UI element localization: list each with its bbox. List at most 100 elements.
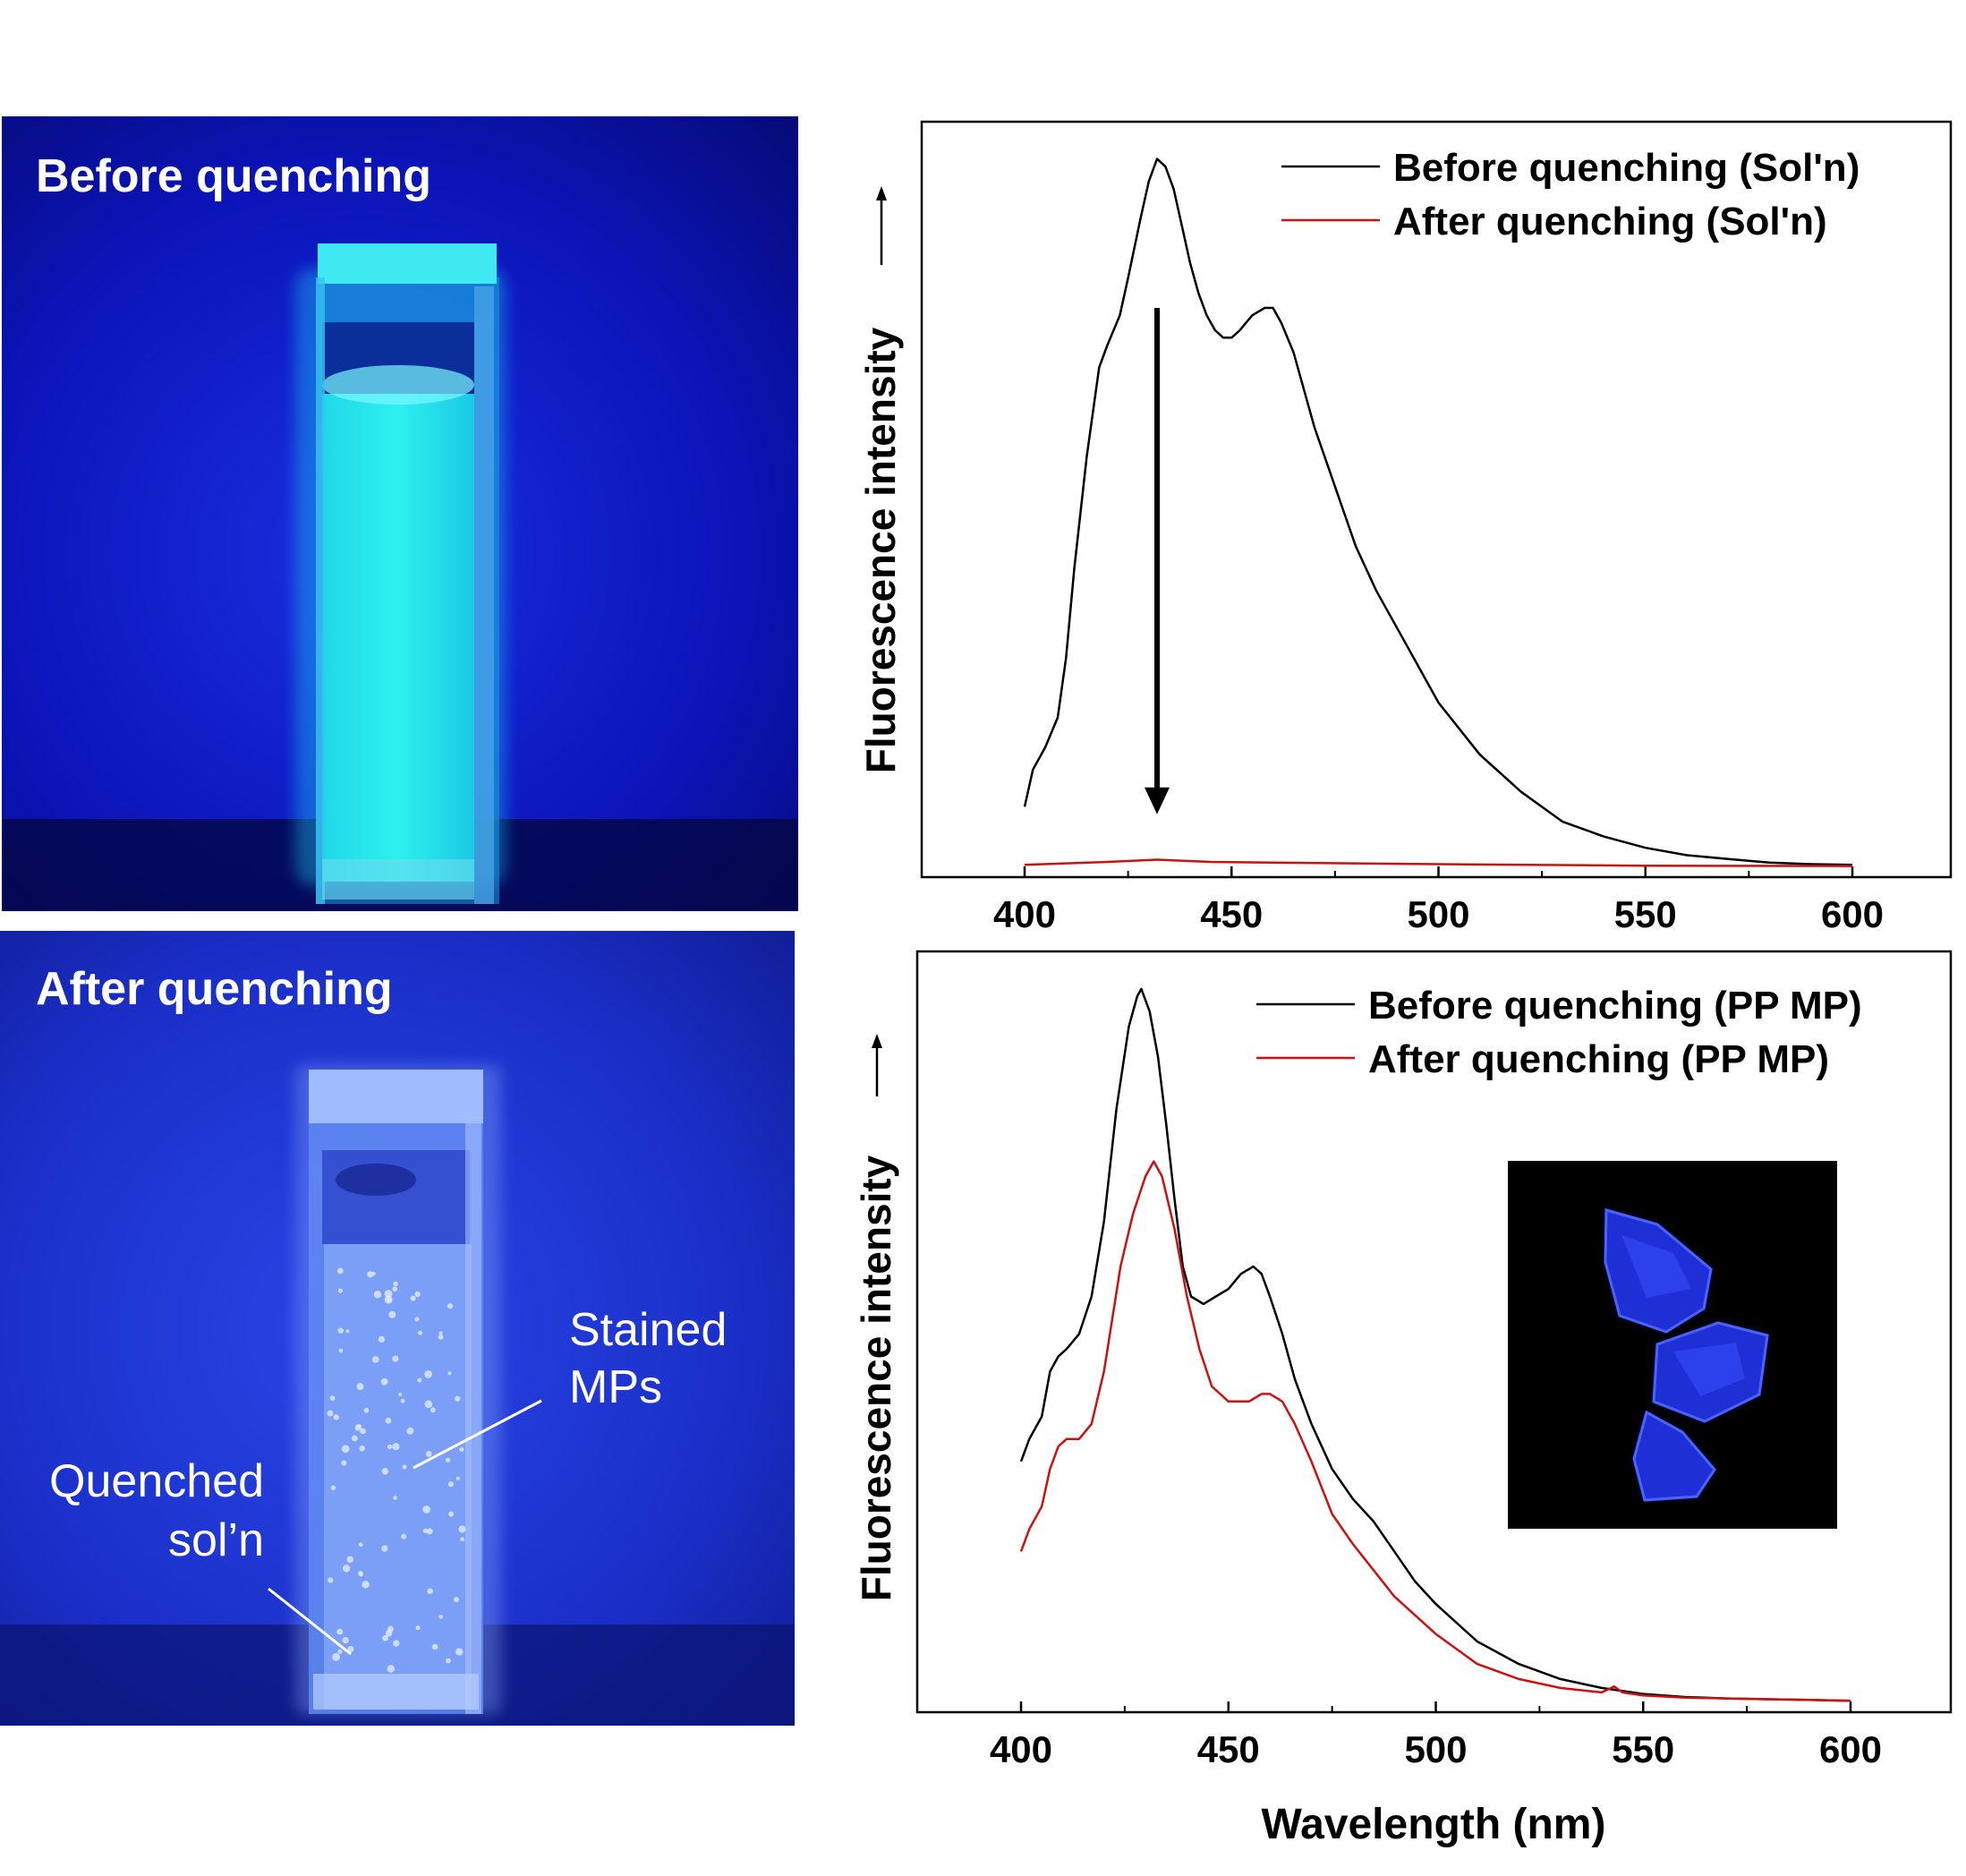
y-axis-arrowhead <box>876 186 887 200</box>
mp-particle <box>422 1505 431 1514</box>
mp-particle <box>357 1424 362 1428</box>
mp-particle <box>363 1407 370 1413</box>
mp-particle <box>360 1428 366 1435</box>
photo-before-quenching: Before quenching <box>2 116 798 911</box>
mp-particle <box>453 1597 459 1603</box>
mp-particle <box>371 1356 379 1363</box>
cuvette-quenched <box>295 1065 501 1714</box>
mp-particle <box>338 1348 344 1353</box>
mp-particle <box>336 1267 344 1275</box>
mp-particle <box>381 1468 389 1475</box>
x-tick-label: 450 <box>1200 893 1263 935</box>
mp-particle <box>341 1445 350 1454</box>
x-tick-label: 600 <box>1821 893 1884 935</box>
mp-particle <box>422 1528 429 1534</box>
legend-label: Before quenching (PP MP) <box>1368 984 1862 1028</box>
mp-particle <box>359 1445 365 1452</box>
mp-particle <box>438 1334 444 1340</box>
mp-particle <box>455 1395 461 1402</box>
mp-particle <box>406 1427 414 1435</box>
mp-particle <box>329 1395 336 1402</box>
mp-particle <box>333 1414 339 1420</box>
mp-particle <box>392 1355 399 1362</box>
photo-label-before: Before quenching <box>36 150 431 202</box>
series-line-before <box>1023 158 1853 866</box>
mp-particle <box>438 1614 443 1619</box>
mp-particle <box>438 1331 443 1335</box>
x-tick-label: 400 <box>993 893 1056 935</box>
series-line-before <box>1019 987 1851 1702</box>
mp-particle <box>327 1410 334 1417</box>
y-axis-label: Fluorescence intensity <box>857 327 904 773</box>
photo-label-after: After quenching <box>36 963 393 1015</box>
x-tick-label: 550 <box>1612 1728 1674 1770</box>
mp-particle <box>424 1400 433 1409</box>
x-tick-label: 500 <box>1404 1728 1467 1770</box>
mp-particle <box>330 1485 336 1491</box>
mp-particle <box>387 1444 393 1450</box>
x-axis-label: Wavelength (nm) <box>1262 1801 1606 1848</box>
legend-label: Before quenching (Sol'n) <box>1393 146 1860 190</box>
mp-particle <box>447 1303 454 1309</box>
quench-arrowhead <box>1145 787 1170 814</box>
mp-particle <box>367 1271 374 1278</box>
mp-particle <box>385 1417 392 1424</box>
x-tick-label: 550 <box>1614 893 1677 935</box>
mp-particle <box>378 1335 385 1343</box>
mp-particle <box>414 1291 421 1298</box>
mp-particle <box>400 1398 405 1403</box>
mp-particle <box>351 1435 358 1442</box>
annotation-line-mps <box>413 1399 542 1470</box>
mp-particle <box>448 1511 455 1517</box>
legend-label: After quenching (Sol'n) <box>1393 200 1827 243</box>
mp-particle <box>414 1317 420 1322</box>
mp-particle <box>337 1288 343 1293</box>
mp-particle <box>426 1528 433 1535</box>
x-tick-label: 450 <box>1197 1728 1260 1770</box>
mp-particle <box>446 1457 451 1462</box>
mp-particle <box>410 1295 416 1301</box>
mp-particle <box>393 1281 398 1287</box>
mp-particle <box>384 1290 393 1298</box>
mp-particle <box>446 1658 451 1664</box>
mp-particle <box>332 1652 340 1661</box>
mp-particle <box>425 1451 432 1457</box>
inset-mp-micrograph <box>1508 1161 1837 1529</box>
x-tick-label: 600 <box>1819 1728 1882 1770</box>
mp-particle <box>362 1581 370 1589</box>
annotation-mps: MPs <box>569 1361 662 1413</box>
mp-fragment <box>1632 1410 1716 1502</box>
mp-particle <box>427 1588 433 1594</box>
mp-particle <box>424 1369 432 1378</box>
mp-particle <box>385 1629 393 1637</box>
chart-ppmp-spectra: 400 450 500 550 600 Before quenching (PP MP) A… <box>853 950 1953 1848</box>
mp-particle <box>455 1648 464 1656</box>
mp-particle <box>398 1392 403 1397</box>
annotation-quenched: Quenched <box>49 1455 264 1507</box>
mp-particle <box>346 1556 353 1564</box>
mp-particle <box>447 1481 454 1488</box>
plot-frame <box>920 120 1953 879</box>
mp-particle <box>415 1625 421 1631</box>
plot-frame <box>915 950 1953 1714</box>
mp-particle <box>380 1377 388 1386</box>
mp-particle <box>418 1330 423 1335</box>
mp-particle <box>430 1407 436 1413</box>
mp-particle <box>358 1542 363 1548</box>
mp-particle <box>392 1443 400 1451</box>
mp-particle <box>337 1327 344 1334</box>
mp-particle <box>431 1643 438 1650</box>
mp-particle <box>356 1383 364 1391</box>
mp-particle <box>455 1476 461 1480</box>
mp-particle <box>401 1533 407 1539</box>
y-axis-label: Fluorescence intensity <box>853 1155 899 1601</box>
mp-particle <box>337 1649 343 1654</box>
chart-solution-spectra: 400 450 500 550 600 Before quenching (Sol'n) A… <box>857 120 1953 935</box>
series-line-after <box>1024 858 1853 867</box>
mp-particle <box>402 1464 407 1470</box>
mp-particle <box>447 1371 452 1376</box>
mp-particle <box>381 1545 388 1552</box>
x-tick-label: 500 <box>1407 893 1469 935</box>
mp-particle <box>460 1537 464 1542</box>
